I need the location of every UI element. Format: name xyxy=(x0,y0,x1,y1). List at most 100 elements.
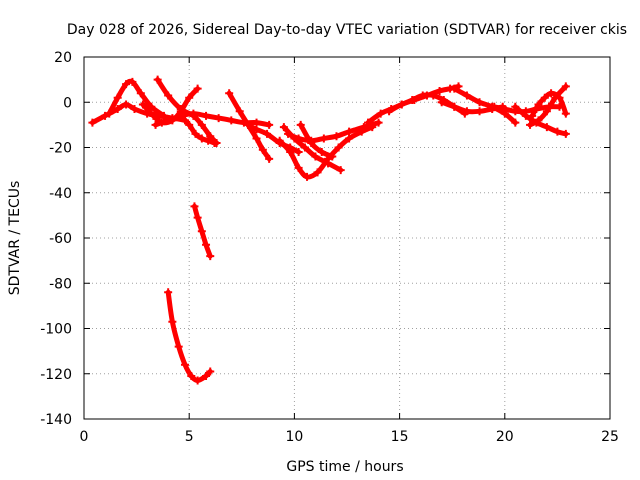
data-point xyxy=(235,107,244,116)
data-point xyxy=(462,107,471,116)
data-point xyxy=(202,240,211,249)
data-point xyxy=(258,145,267,154)
data-point xyxy=(553,127,562,136)
data-point xyxy=(490,102,499,111)
data-point xyxy=(547,89,556,98)
data-point xyxy=(164,288,173,297)
series-arc-21 xyxy=(190,202,215,261)
series-arc-16 xyxy=(450,84,520,127)
data-point xyxy=(397,100,406,109)
data-point xyxy=(345,127,354,136)
data-point xyxy=(164,116,173,125)
series-arc-14 xyxy=(385,82,463,116)
data-point xyxy=(528,111,537,120)
data-point xyxy=(197,134,206,143)
series-arc-22 xyxy=(164,288,215,385)
data-point xyxy=(197,120,206,129)
data-point xyxy=(113,93,122,102)
y-tick-label: -60 xyxy=(49,231,72,247)
data-point xyxy=(191,129,200,138)
data-point xyxy=(376,109,385,118)
data-point xyxy=(319,134,328,143)
data-point xyxy=(540,93,549,102)
data-point xyxy=(153,75,162,84)
data-point xyxy=(164,91,173,100)
data-point xyxy=(300,143,309,152)
data-point xyxy=(136,89,145,98)
data-point xyxy=(244,120,253,129)
data-point xyxy=(542,107,551,116)
data-point xyxy=(105,109,114,118)
y-tick-label: 20 xyxy=(54,50,72,66)
x-tick-label: 10 xyxy=(285,429,303,445)
data-point xyxy=(189,109,198,118)
data-point xyxy=(294,163,303,172)
data-point xyxy=(151,120,160,129)
data-point xyxy=(101,111,110,120)
y-axis-label: SDTVAR / TECUs xyxy=(7,181,23,296)
series-arc-2 xyxy=(105,77,168,120)
series-line xyxy=(386,83,461,114)
y-tick-label: -140 xyxy=(40,412,72,428)
data-point xyxy=(290,134,299,143)
data-point xyxy=(286,148,295,157)
data-point xyxy=(336,166,345,175)
data-point xyxy=(252,134,261,143)
series-arc-6 xyxy=(176,111,219,147)
data-point xyxy=(332,132,341,141)
data-point xyxy=(279,123,288,132)
data-point xyxy=(225,89,234,98)
data-point xyxy=(227,116,236,125)
data-point xyxy=(561,129,570,138)
data-point xyxy=(210,138,219,147)
data-point xyxy=(193,213,202,222)
x-tick-label: 25 xyxy=(601,429,619,445)
series-arc-12 xyxy=(279,123,345,175)
data-point xyxy=(149,111,158,120)
data-point xyxy=(147,102,156,111)
data-point xyxy=(265,154,274,163)
data-point xyxy=(410,95,419,104)
x-tick-label: 15 xyxy=(391,429,409,445)
series-arc-10 xyxy=(284,118,383,145)
data-point xyxy=(359,123,368,132)
data-point xyxy=(252,125,261,134)
data-point xyxy=(174,342,183,351)
data-point xyxy=(206,367,215,376)
data-point xyxy=(475,98,484,107)
data-point xyxy=(130,105,139,114)
data-point xyxy=(462,91,471,100)
data-point xyxy=(206,252,215,261)
series-line xyxy=(155,77,220,146)
data-point xyxy=(202,111,211,120)
tick-layer: 0 5 10 15 20 25 20 0 -20 -40 -60 -80 -100 -120 -140 xyxy=(40,50,619,445)
data-point xyxy=(328,152,337,161)
data-point xyxy=(113,105,122,114)
series-arc-7 xyxy=(225,89,274,163)
data-point xyxy=(176,105,185,114)
data-point xyxy=(204,136,213,145)
y-tick-label: -20 xyxy=(49,141,72,157)
data-point xyxy=(180,360,189,369)
data-point xyxy=(475,107,484,116)
series-line xyxy=(451,86,518,126)
data-point xyxy=(275,136,284,145)
x-tick-label: 20 xyxy=(496,429,514,445)
data-point xyxy=(374,118,383,127)
data-point xyxy=(128,77,137,86)
series-line xyxy=(298,122,335,160)
data-point xyxy=(197,227,206,236)
data-point xyxy=(435,86,444,95)
data-point xyxy=(303,172,312,181)
data-point xyxy=(364,118,373,127)
y-tick-label: -100 xyxy=(40,322,72,338)
data-point xyxy=(185,120,194,129)
y-tick-label: 0 xyxy=(63,95,72,111)
series-layer xyxy=(88,75,570,385)
data-point xyxy=(511,118,520,127)
data-point xyxy=(190,202,199,211)
series-arc-4 xyxy=(153,75,221,147)
data-point xyxy=(214,114,223,123)
series-line xyxy=(153,111,272,128)
data-point xyxy=(122,100,131,109)
